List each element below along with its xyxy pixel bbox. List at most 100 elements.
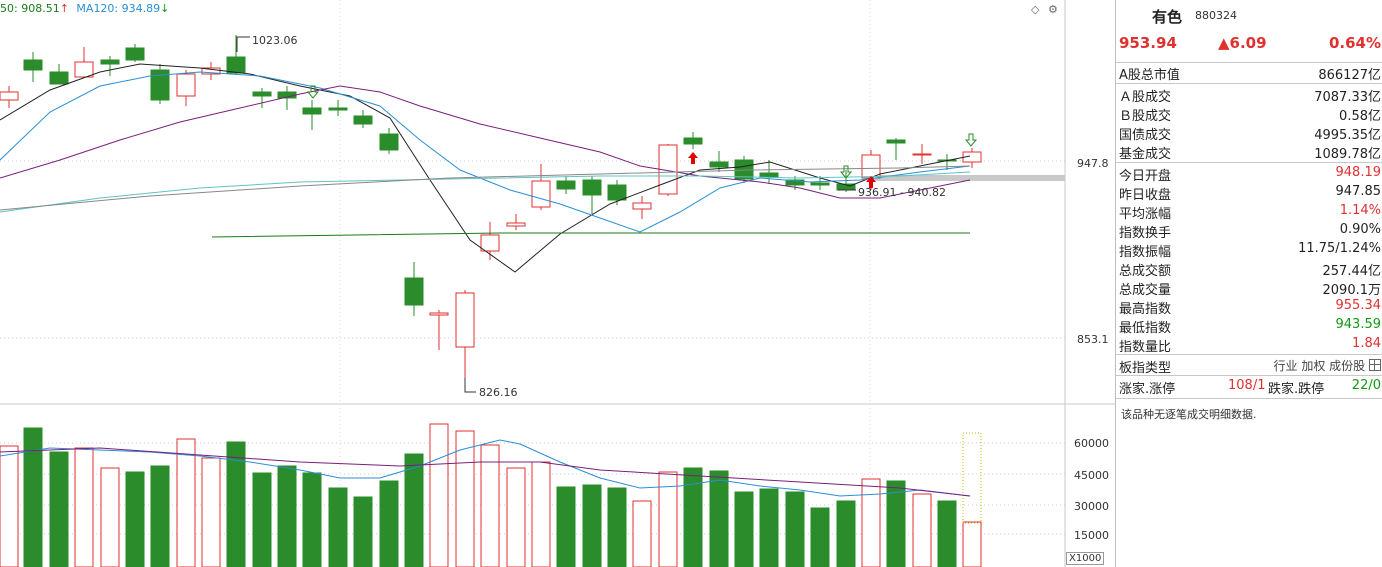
volume-axis-tick: 45000 [1074,469,1109,482]
row-total-market-value: A股总市值 866127亿 [1116,63,1382,83]
volume-bar [759,488,779,567]
ma5-line [0,63,971,273]
stats-row: 最低指数 943.59 [1116,316,1382,336]
kline-chart-svg[interactable] [0,0,1115,567]
stats-row: 总成交额 257.44亿 [1116,259,1382,279]
candle-body [49,71,69,85]
stats-row: 今日开盘 948.19 [1116,164,1382,184]
volume-bar [150,465,170,567]
volume-bar [658,471,678,567]
candle-body [176,73,196,97]
candle-body [810,182,830,186]
advance-label: 涨家.涨停 [1119,382,1176,397]
row-value: 0.90% [1339,222,1381,237]
advance-value: 108/1 [1228,378,1266,393]
volume-bar [861,478,881,567]
row-label: 国债成交 [1119,128,1172,143]
volume-bar [937,500,957,567]
candle-body [709,161,729,168]
row-label: 指数量比 [1119,340,1172,355]
stats-row: 昨日收盘 947.85 [1116,183,1382,203]
divider [1116,354,1382,355]
divider [1116,375,1382,376]
volume-bar [480,444,500,567]
volume-bar [632,500,652,567]
volume-bar [404,453,424,567]
volume-bar [506,467,526,567]
volume-bar [683,467,703,567]
row-value: 866127亿 [1318,68,1381,83]
row-label: Ａ股成交 [1119,90,1172,105]
stats-row: 总成交量 2090.1万 [1116,278,1382,298]
row-value: 4995.35亿 [1314,128,1381,143]
row-value: 1.84 [1352,336,1381,351]
volume-bar [277,465,297,567]
candle-body [379,133,399,151]
candle-body [886,139,906,144]
candle-body [480,234,500,252]
row-value: 0.58亿 [1339,109,1381,124]
no-tick-data-note: 该品种无逐笔成交明细数据. [1121,408,1257,421]
volume-bar [429,423,449,567]
row-label: Ｂ股成交 [1119,109,1172,124]
row-value: 1.14% [1339,203,1381,218]
row-value: 955.34 [1335,298,1382,313]
stats-row: 指数换手 0.90% [1116,221,1382,241]
board-type-value: 行业 加权 成份股 [1273,359,1366,373]
index-change: ▲6.09 [1218,34,1267,52]
divider [1116,162,1382,163]
ma60-line [0,171,971,213]
volume-bar [607,487,627,567]
volume-bar [531,461,551,567]
row-label: 最高指数 [1119,302,1172,317]
volume-bar [74,447,94,567]
row-value: 948.19 [1335,165,1382,180]
diamond-icon[interactable]: ◇ [1031,3,1040,16]
grid-icon[interactable] [1369,359,1381,371]
volume-bar [556,486,576,567]
high-marker-line [236,36,250,52]
ma60-arrow-icon: ↑ [59,2,69,15]
row-label: 昨日收盘 [1119,188,1172,203]
settings-icon[interactable]: ⚙ [1048,3,1058,16]
volume-bar [582,484,602,567]
row-label: 板指类型 [1119,361,1172,376]
ma20-line [0,85,971,199]
row-label: 总成交量 [1119,283,1172,298]
low-price-label: 826.16 [479,386,518,399]
decline-value: 22/0 [1351,378,1381,393]
candle-body [302,107,322,115]
row-label: 平均涨幅 [1119,207,1172,222]
volume-bar [886,480,906,567]
candle-body [404,277,424,306]
stats-row: 指数量比 1.84 [1116,335,1382,355]
candle-body [683,137,703,145]
volume-ma10-line [0,447,971,497]
ma120-arrow-icon: ↓ [160,2,170,15]
sell-arrow-icon [964,133,978,147]
volume-forecast-box [962,432,982,524]
volume-bar [49,451,69,567]
candle-body [582,179,602,196]
candle-body [912,153,932,156]
row-value: 11.75/1.24% [1298,241,1381,256]
candle-body [556,180,576,190]
row-value: 2090.1万 [1322,283,1382,298]
row-value[interactable]: 行业 加权 成份股 [1274,357,1381,374]
buy-arrow-icon [866,176,876,188]
volume-axis-tick: 30000 [1074,500,1109,513]
kline-chart-area[interactable]: 50: 908.51↑ MA120: 934.89↓ ◇ ⚙ 1023.06 8… [0,0,1115,567]
row-label: 今日开盘 [1119,169,1172,184]
volume-bar [836,500,856,567]
volume-bar [100,467,120,567]
row-value: 7087.33亿 [1314,90,1381,105]
stats-row: 平均涨幅 1.14% [1116,202,1382,222]
row-label: 指数换手 [1119,226,1172,241]
candle-body [125,47,145,61]
sell-arrow-icon [839,165,853,179]
volume-bar [353,496,373,567]
row-label: A股总市值 [1119,68,1180,83]
volume-bar [226,441,246,567]
ma120-line [0,165,971,211]
volume-bar [810,507,830,567]
